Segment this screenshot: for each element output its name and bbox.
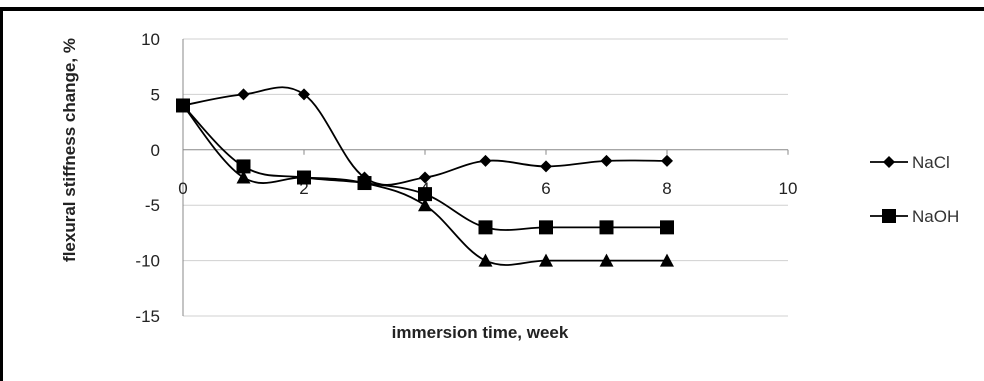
series-nacl-point — [540, 160, 552, 173]
legend-layer: NaCl NaOH — [870, 153, 959, 226]
series-naoh-point — [660, 220, 674, 235]
series-nacl-point — [419, 171, 431, 184]
y-tick-label: -15 — [135, 307, 160, 326]
series-nacl-point — [479, 154, 492, 167]
legend-marker-nacl — [883, 156, 895, 168]
series-3-point — [297, 170, 311, 184]
y-tick-label: -10 — [135, 252, 160, 271]
series-3-point — [660, 253, 674, 267]
x-tick-label: 2 — [299, 179, 308, 198]
series-3-point — [236, 170, 251, 184]
series-3-point — [539, 253, 553, 267]
series-nacl-point — [661, 154, 673, 167]
x-tick-label: 6 — [541, 179, 550, 198]
y-tick-label: -5 — [145, 196, 160, 215]
series-naoh-line — [182, 104, 667, 231]
series-layer — [176, 86, 674, 267]
x-tick-label: 10 — [779, 179, 798, 198]
series-3-point — [478, 253, 493, 267]
chart-border — [0, 7, 984, 381]
y-tick-label: 0 — [151, 141, 160, 160]
series-naoh-point — [539, 220, 553, 235]
y-tick-label: 5 — [151, 85, 160, 104]
x-tick-label: 8 — [662, 179, 671, 198]
y-tick-label: 10 — [141, 30, 160, 49]
x-tick-label: 0 — [178, 179, 187, 198]
series-3-point — [176, 98, 190, 112]
series-nacl-point — [298, 88, 310, 101]
series-3-point — [357, 176, 372, 190]
series-nacl-point — [600, 154, 613, 167]
series-3-point — [599, 253, 614, 267]
series-naoh-point — [599, 220, 614, 235]
series-nacl-point — [237, 88, 250, 101]
series-naoh-point — [236, 159, 251, 174]
series-nacl-line — [182, 86, 668, 186]
y-axis-title: flexural stiffness change, % — [60, 38, 79, 262]
x-axis-title: immersion time, week — [392, 323, 569, 342]
legend-label-nacl: NaCl — [912, 153, 950, 172]
series-3-point — [418, 198, 432, 212]
legend-label-naoh: NaOH — [912, 207, 959, 226]
series-naoh-point — [418, 187, 432, 202]
series-naoh-point — [478, 220, 493, 235]
grid-layer — [183, 38, 788, 317]
legend-marker-naoh — [882, 209, 896, 223]
